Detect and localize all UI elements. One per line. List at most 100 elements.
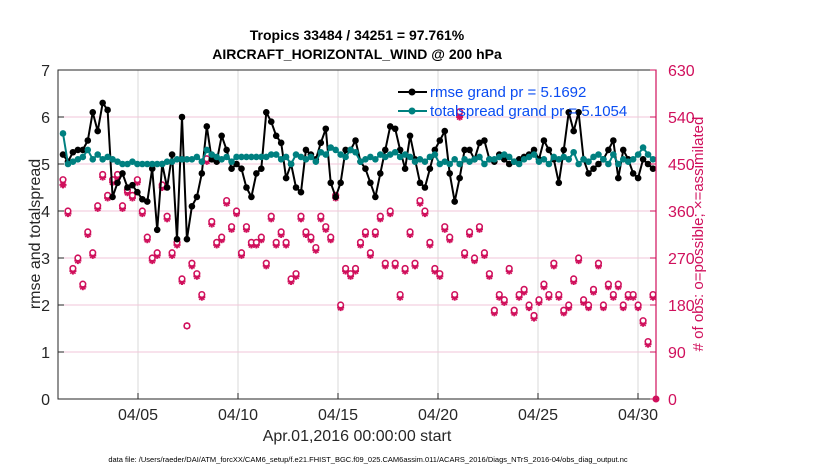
rmse-point: [644, 160, 652, 168]
totalspread-point: [357, 158, 364, 165]
rmse-point: [243, 184, 250, 191]
chart-title-line-1: Tropics 33484 / 34251 = 97.761%: [250, 27, 465, 43]
rmse-point: [515, 156, 523, 163]
rmse-point: [396, 146, 404, 154]
x-tick-label: 04/10: [218, 407, 258, 424]
legend: rmse grand pr = 5.1692 totalspread grand…: [398, 84, 627, 120]
rmse-point: [198, 170, 206, 177]
obs-possible-point: [267, 212, 275, 220]
obs-possible-point: [371, 228, 379, 236]
totalspread-point: [614, 160, 622, 168]
obs-possible-point: [609, 290, 617, 299]
obs-possible-point: [426, 238, 434, 246]
totalspread-point: [391, 148, 399, 156]
obs-possible-point: [560, 306, 568, 314]
obs-possible-point: [535, 296, 543, 304]
obs-possible-point: [302, 228, 310, 236]
totalspread-point: [327, 144, 335, 151]
obs-possible-point: [188, 259, 196, 267]
rmse-point: [292, 184, 300, 191]
obs-assimilated-point: [456, 113, 464, 121]
totalspread-point: [639, 144, 647, 151]
totalspread-point: [500, 151, 508, 158]
rmse-point: [461, 146, 468, 154]
totalspread-point: [565, 156, 573, 163]
obs-possible-point: [579, 296, 588, 304]
rmse-point: [233, 160, 240, 168]
totalspread-point: [550, 153, 558, 161]
obs-possible-point: [346, 270, 355, 278]
obs-possible-point: [277, 228, 285, 236]
obs-possible-point: [213, 238, 221, 246]
totalspread-point: [461, 156, 468, 163]
y-right-tick-label: 90: [668, 345, 686, 362]
totalspread-point: [79, 153, 87, 161]
rmse-point: [406, 132, 414, 140]
obs-possible-point: [168, 249, 176, 257]
totalspread-point: [297, 153, 305, 161]
totalspread-point: [595, 151, 602, 158]
obs-possible-point: [545, 290, 553, 299]
obs-possible-point: [342, 264, 350, 273]
totalspread-point: [372, 156, 379, 163]
totalspread-point: [555, 156, 563, 163]
rmse-point: [262, 109, 270, 116]
asterisk-stroke: [59, 181, 67, 189]
rmse-point: [560, 146, 568, 154]
y-right-tick-label: 360: [668, 204, 695, 221]
rmse-point: [74, 146, 82, 154]
rmse-point: [178, 113, 186, 121]
obs-possible-point: [242, 223, 251, 231]
totalspread-point: [148, 160, 156, 168]
totalspread-point: [377, 151, 384, 158]
totalspread-point: [158, 160, 166, 168]
obs-possible-point: [337, 301, 345, 309]
obs-possible-point: [84, 228, 92, 236]
obs-possible-point: [465, 228, 474, 236]
totalspread-point: [535, 158, 543, 165]
rmse-point: [595, 160, 602, 168]
obs-possible-point: [356, 238, 365, 246]
obs-possible-point: [555, 290, 563, 299]
totalspread-point: [238, 153, 245, 161]
totalspread-point: [396, 153, 404, 161]
totalspread-point: [188, 156, 196, 163]
rmse-point: [114, 179, 121, 187]
rmse-point: [277, 139, 285, 147]
rmse-point: [59, 151, 67, 158]
rmse-point: [505, 160, 513, 168]
totalspread-point: [451, 156, 458, 163]
obs-possible-point: [118, 202, 127, 210]
rmse-point: [297, 188, 305, 196]
y-right-tick-label: 270: [668, 251, 695, 268]
obs-possible-point: [575, 254, 583, 262]
rmse-point: [282, 174, 290, 182]
rmse-point: [401, 165, 409, 172]
rmse-point: [590, 165, 597, 172]
totalspread-point: [173, 156, 181, 163]
obs-possible-point: [74, 254, 82, 262]
obs-possible-point: [460, 249, 469, 257]
totalspread-point: [223, 153, 230, 161]
y-right-tick-label: 0: [668, 392, 677, 409]
totalspread-point: [456, 160, 463, 168]
totalspread-point: [302, 156, 310, 163]
totalspread-point: [317, 148, 325, 156]
totalspread-point: [109, 156, 116, 163]
totalspread-point: [124, 160, 131, 168]
totalspread-point: [163, 158, 171, 165]
obs-possible-point: [604, 280, 612, 288]
rmse-point: [89, 109, 97, 116]
obs-possible-point: [505, 264, 513, 273]
rmse-point: [545, 146, 553, 154]
obs-possible-point: [133, 176, 141, 184]
totalspread-point: [253, 153, 260, 161]
totalspread-point: [600, 156, 607, 163]
rmse-point: [377, 170, 384, 177]
obs-possible-point: [99, 170, 107, 179]
legend-totalspread-label: totalspread grand pr = 5.1054: [430, 103, 627, 120]
rmse-point: [248, 193, 255, 201]
totalspread-point: [243, 153, 250, 161]
rmse-point: [436, 137, 444, 144]
